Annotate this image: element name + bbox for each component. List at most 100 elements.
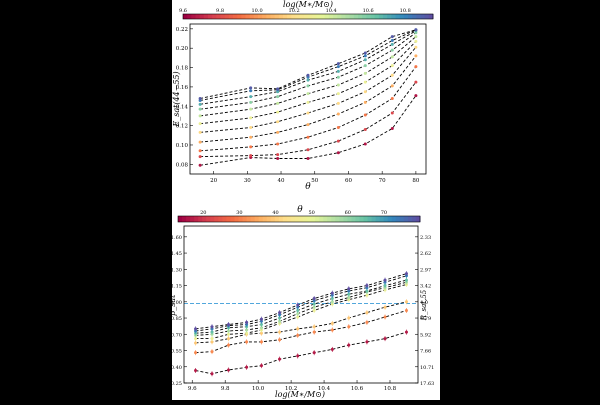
bottom-data-point: [330, 291, 334, 295]
bottom-x-tick-label: 9.8: [221, 386, 230, 392]
bottom-data-point: [278, 357, 282, 361]
colorbar-segment: [224, 14, 230, 19]
colorbar-segment: [375, 216, 381, 222]
bottom-data-point: [245, 331, 249, 335]
colorbar-theta-tick-label: 20: [200, 210, 206, 216]
bottom-data-point: [259, 340, 263, 344]
top-data-point: [249, 116, 253, 120]
top-data-point: [276, 153, 280, 157]
top-series-line: [200, 46, 417, 133]
colorbar-segment: [228, 14, 234, 19]
colorbar-segment: [337, 14, 342, 19]
top-data-point: [249, 86, 253, 90]
colorbar-segment: [366, 14, 371, 19]
bottom-right-tick-label: 4.0: [420, 300, 428, 306]
colorbar-segment: [319, 216, 324, 222]
colorbar-segment: [395, 14, 401, 19]
bottom-right-tick-label: 3.42: [420, 284, 431, 290]
colorbar-theta-tick-label: 50: [308, 210, 314, 216]
colorbar-segment: [295, 14, 301, 19]
top-series-line: [200, 32, 417, 110]
colorbar-segment: [315, 216, 320, 222]
bottom-data-point: [312, 330, 316, 334]
top-series-line: [200, 66, 417, 152]
top-data-point: [336, 112, 340, 116]
colorbar-segment: [420, 14, 426, 19]
colorbar-segment: [191, 14, 196, 19]
colorbar-segment: [339, 216, 344, 222]
colorbar-segment: [178, 216, 183, 222]
colorbar-segment: [358, 14, 363, 19]
bottom-data-point: [245, 365, 249, 369]
colorbar-segment: [183, 14, 188, 19]
bottom-data-point: [383, 315, 387, 319]
colorbar-mass-tick-label: 10.4: [326, 8, 337, 14]
bottom-data-point: [296, 327, 300, 331]
colorbar-segment: [187, 14, 192, 19]
colorbar-segment: [278, 216, 284, 222]
top-x-tick-label: 30: [244, 178, 251, 184]
colorbar-segment: [237, 14, 242, 19]
top-data-point: [336, 62, 340, 66]
colorbar-segment: [327, 216, 332, 222]
bottom-data-point: [347, 325, 351, 329]
top-data-point: [306, 111, 310, 115]
top-data-point: [336, 101, 340, 105]
panel-beta-vs-mass: θ 20 30 40 50 60 70 9.6 9.8 10.0 10.2 10.4 10.6 10.…: [168, 205, 434, 399]
colorbar-segment: [349, 14, 355, 19]
colorbar-segment: [210, 216, 215, 222]
bottom-data-point: [296, 354, 300, 358]
top-series-line: [200, 81, 417, 158]
colorbar-segment: [383, 216, 389, 222]
top-data-point: [336, 92, 340, 96]
bottom-data-point: [383, 305, 387, 309]
colorbar-segment: [222, 216, 227, 222]
colorbar-segment: [266, 216, 272, 222]
colorbar-segment: [391, 216, 397, 222]
top-data-point: [306, 157, 310, 161]
bottom-series: [194, 271, 408, 332]
top-data-point: [198, 140, 202, 144]
top-series: [198, 80, 418, 159]
bottom-data-point: [312, 302, 316, 306]
bottom-data-point: [347, 287, 351, 291]
colorbar-segment: [324, 14, 330, 19]
top-data-point: [390, 38, 394, 42]
colorbar-segment: [287, 14, 292, 19]
bottom-series: [194, 277, 408, 336]
colorbar-mass-tick-label: 10.2: [289, 8, 300, 14]
colorbar-segment: [234, 216, 239, 222]
colorbar-segment: [290, 216, 296, 222]
top-series: [198, 31, 418, 111]
bottom-data-point: [259, 326, 263, 330]
colorbar-segment: [198, 216, 203, 222]
top-series-line: [200, 55, 417, 143]
colorbar-theta: 20 30 40 50 60 70: [177, 210, 421, 223]
bottom-data-point: [226, 343, 230, 347]
bottom-x-tick-label: 10.6: [351, 386, 364, 392]
colorbar-theta-tick-label: 30: [236, 210, 242, 216]
colorbar-mass-tick-label: 9.8: [216, 8, 224, 14]
colorbar-segment: [241, 14, 246, 19]
colorbar-segment: [370, 14, 376, 19]
colorbar-segment: [378, 14, 384, 19]
colorbar-segment: [307, 216, 312, 222]
colorbar-segment: [424, 14, 430, 19]
top-x-tick-label: 70: [379, 178, 386, 184]
top-data-point: [276, 142, 280, 146]
colorbar-segment: [343, 216, 348, 222]
bottom-data-point: [365, 284, 369, 288]
top-data-point: [363, 51, 367, 55]
top-series: [198, 45, 418, 134]
top-data-point: [198, 97, 202, 101]
bottom-x-tick-label: 10.8: [384, 386, 397, 392]
colorbar-segment: [341, 14, 346, 19]
bottom-data-point: [245, 320, 249, 324]
bottom-plot-frame: [183, 225, 419, 384]
colorbar-mass: 9.6 9.8 10.0 10.2 10.4 10.6 10.8: [179, 8, 434, 20]
bottom-data-point: [330, 347, 334, 351]
bottom-data-point: [404, 330, 408, 334]
bottom-data-point: [278, 319, 282, 323]
colorbar-segment: [308, 14, 313, 19]
top-series: [198, 28, 418, 101]
